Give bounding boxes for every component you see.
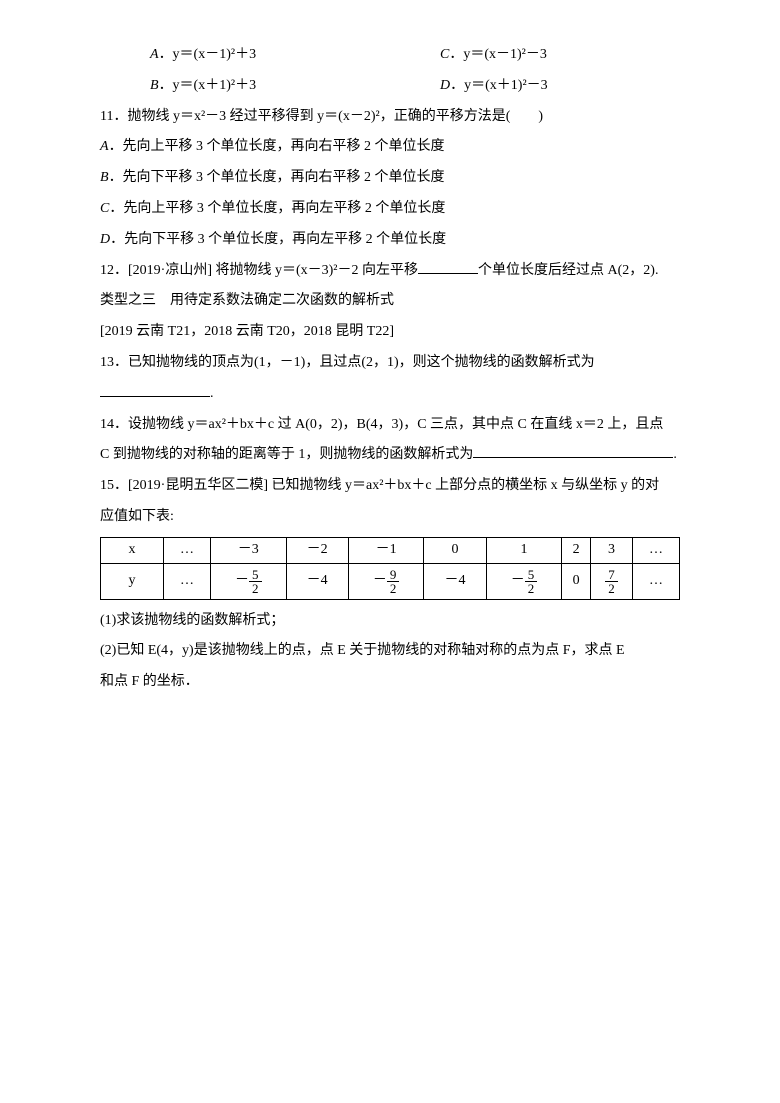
blank [418,259,478,274]
page: A．y＝(x－1)²＋3 C．y＝(x－1)²－3 B．y＝(x＋1)²＋3 D… [0,0,780,1103]
table-cell: 1 [486,537,562,563]
blank [100,382,210,397]
q11-stem: 11．抛物线 y＝x²－3 经过平移得到 y＝(x－2)²，正确的平移方法是( … [100,102,680,133]
q15-table: x … －3 －2 －1 0 1 2 3 … y … －52 －4 －92 －4… [100,537,680,600]
option-text: ．y＝(x－1)²－3 [449,47,547,62]
frac-num: 7 [605,568,618,582]
option-text: ．y＝(x＋1)²－3 [450,78,548,93]
option-label: C [440,47,449,62]
q15-part1: (1)求该抛物线的函数解析式； [100,606,680,637]
table-cell: －2 [286,537,348,563]
frac-den: 2 [605,582,618,595]
q14-line2b: . [673,447,677,462]
type3-title: 类型之三 用待定系数法确定二次函数的解析式 [100,286,680,317]
option-label: A [100,139,109,154]
q10-option-c: C．y＝(x－1)²－3 [440,40,680,71]
table-cell: －3 [211,537,287,563]
frac-den: 2 [249,582,262,595]
table-cell: x [101,537,164,563]
option-text: ．先向下平移 3 个单位长度，再向右平移 2 个单位长度 [109,170,445,185]
q10-options-row1: A．y＝(x－1)²＋3 C．y＝(x－1)²－3 [150,40,680,71]
table-cell: … [633,537,680,563]
q12-part1: 12．[2019·凉山州] 将抛物线 y＝(x－3)²－2 向左平移 [100,263,418,278]
q15-part2b: 和点 F 的坐标． [100,667,680,698]
option-text: ．先向上平移 3 个单位长度，再向右平移 2 个单位长度 [109,139,445,154]
q14-line2: C 到抛物线的对称轴的距离等于 1，则抛物线的函数解析式为. [100,440,680,471]
table-cell: … [164,537,211,563]
table-cell: 2 [562,537,591,563]
q10-option-d: D．y＝(x＋1)²－3 [440,71,680,102]
q15-line1: 15．[2019·昆明五华区二模] 已知抛物线 y＝ax²＋bx＋c 上部分点的… [100,471,680,502]
refs-text: [2019 云南 T21，2018 云南 T20，2018 昆明 T22] [100,324,394,339]
table-cell: … [633,563,680,599]
q13-part2: . [210,386,214,401]
frac-num: 5 [249,568,262,582]
table-cell: … [164,563,211,599]
option-label: C [100,201,109,216]
option-text: ．先向上平移 3 个单位长度，再向左平移 2 个单位长度 [109,201,445,216]
frac-den: 2 [387,582,400,595]
option-text: ．y＝(x＋1)²＋3 [159,78,257,93]
option-label: A [150,47,159,62]
q15-part2a: (2)已知 E(4，y)是该抛物线上的点，点 E 关于抛物线的对称轴对称的点为点… [100,636,680,667]
q11-option-a: A．先向上平移 3 个单位长度，再向右平移 2 个单位长度 [100,132,680,163]
option-text: ．y＝(x－1)²＋3 [159,47,257,62]
option-label: B [100,170,109,185]
frac-den: 2 [525,582,538,595]
table-cell: 72 [590,563,632,599]
table-cell: －1 [348,537,424,563]
type3-refs: [2019 云南 T21，2018 云南 T20，2018 昆明 T22] [100,317,680,348]
q11-option-b: B．先向下平移 3 个单位长度，再向右平移 2 个单位长度 [100,163,680,194]
option-text: ．先向下平移 3 个单位长度，再向左平移 2 个单位长度 [110,232,446,247]
option-label: B [150,78,159,93]
table-cell: －4 [286,563,348,599]
frac-num: 9 [387,568,400,582]
table-row: y … －52 －4 －92 －4 －52 0 72 … [101,563,680,599]
blank [473,443,673,458]
q11-option-d: D．先向下平移 3 个单位长度，再向左平移 2 个单位长度 [100,225,680,256]
q10-option-b: B．y＝(x＋1)²＋3 [150,71,440,102]
q15-line2: 应值如下表: [100,502,680,533]
q11-option-c: C．先向上平移 3 个单位长度，再向左平移 2 个单位长度 [100,194,680,225]
q12-stem: 12．[2019·凉山州] 将抛物线 y＝(x－3)²－2 向左平移 个单位长度后… [100,256,680,287]
q14-line2a: C 到抛物线的对称轴的距离等于 1，则抛物线的函数解析式为 [100,447,473,462]
table-cell: －52 [211,563,287,599]
table-row: x … －3 －2 －1 0 1 2 3 … [101,537,680,563]
q10-options-row2: B．y＝(x＋1)²＋3 D．y＝(x＋1)²－3 [150,71,680,102]
table-cell: －4 [424,563,486,599]
table-cell: 3 [590,537,632,563]
frac-num: 5 [525,568,538,582]
table-cell: 0 [424,537,486,563]
q13-part1: 13．已知抛物线的顶点为(1，－1)，且过点(2，1)，则这个抛物线的函数解析式… [100,355,595,370]
q10-option-a: A．y＝(x－1)²＋3 [150,40,440,71]
table-cell: －52 [486,563,562,599]
option-label: D [100,232,110,247]
table-cell: －92 [348,563,424,599]
q13-stem: 13．已知抛物线的顶点为(1，－1)，且过点(2，1)，则这个抛物线的函数解析式… [100,348,680,410]
option-label: D [440,78,450,93]
table-cell: y [101,563,164,599]
q14-line1: 14．设抛物线 y＝ax²＋bx＋c 过 A(0，2)，B(4，3)，C 三点，… [100,410,680,441]
q12-part2: 个单位长度后经过点 A(2，2). [478,263,658,278]
table-cell: 0 [562,563,591,599]
